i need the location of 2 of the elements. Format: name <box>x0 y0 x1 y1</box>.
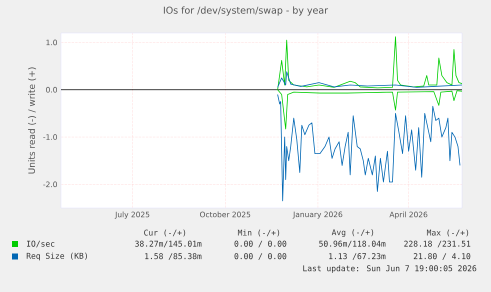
y-axis-title: Units read (-) / write (+) <box>28 67 36 174</box>
chart-title: IOs for /dev/system/swap - by year <box>164 6 328 16</box>
